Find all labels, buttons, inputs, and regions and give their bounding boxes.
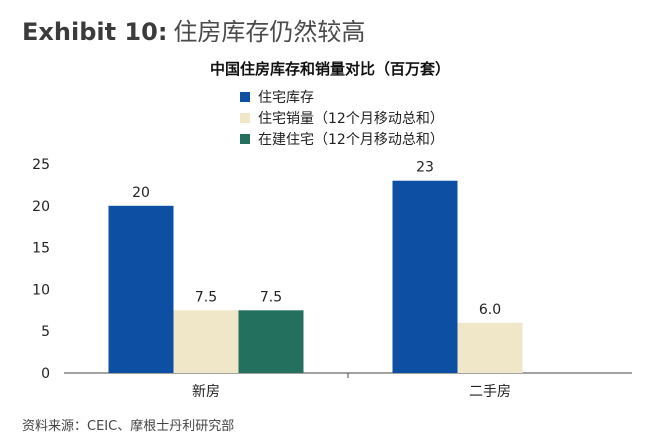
- legend-label-sales: 住宅销量（12个月移动总和）: [258, 110, 444, 127]
- bar-value-label: 7.5: [260, 289, 282, 305]
- x-tick-label: 新房: [192, 384, 220, 400]
- legend-swatch-sales: [240, 112, 250, 123]
- legend-swatch-inventory: [240, 91, 250, 102]
- y-tick-label: 15: [32, 241, 50, 257]
- chart-legend: 住宅库存 住宅销量（12个月移动总和） 在建住宅（12个月移动总和）: [240, 86, 444, 149]
- legend-label-under-construction: 在建住宅（12个月移动总和）: [258, 131, 444, 148]
- bar: [392, 180, 458, 373]
- bar: [238, 310, 304, 373]
- bar: [457, 322, 523, 373]
- bar-value-label: 6.0: [479, 302, 501, 318]
- bar: [173, 310, 239, 373]
- bar-value-label: 20: [132, 185, 150, 201]
- legend-item-sales: 住宅销量（12个月移动总和）: [240, 107, 444, 128]
- legend-label-inventory: 住宅库存: [258, 89, 314, 106]
- bar: [108, 205, 174, 373]
- exhibit-title: 住房库存仍然较高: [173, 18, 366, 46]
- exhibit-heading: Exhibit 10: 住房库存仍然较高: [22, 12, 365, 47]
- y-tick-label: 0: [41, 366, 50, 382]
- source-note: 资料来源：CEIC、摩根士丹利研究部: [22, 419, 235, 434]
- y-tick-label: 20: [32, 199, 50, 215]
- y-tick-label: 10: [32, 282, 50, 298]
- y-tick-label: 25: [32, 157, 50, 173]
- bar-value-label: 7.5: [195, 289, 217, 305]
- bar-value-label: 23: [416, 160, 434, 176]
- x-tick-label: 二手房: [469, 384, 511, 400]
- chart-title: 中国住房库存和销量对比（百万套）: [209, 60, 450, 78]
- legend-swatch-under-construction: [240, 133, 250, 144]
- exhibit-label: Exhibit 10:: [22, 18, 168, 46]
- y-tick-label: 5: [41, 324, 50, 340]
- legend-item-inventory: 住宅库存: [240, 86, 444, 107]
- legend-item-under-construction: 在建住宅（12个月移动总和）: [240, 128, 444, 149]
